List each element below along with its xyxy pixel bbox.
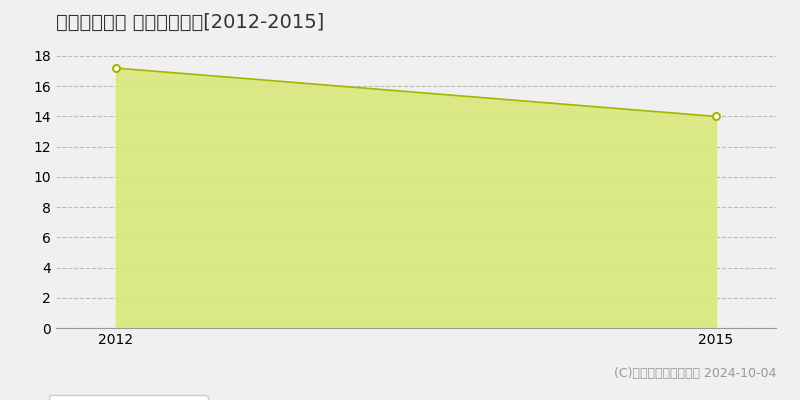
Text: 弘前市徳田町 土地価格推移[2012-2015]: 弘前市徳田町 土地価格推移[2012-2015] [56,13,324,32]
Legend: 土地価格 平均坪単価(万円/坪): 土地価格 平均坪単価(万円/坪) [49,395,208,400]
Text: (C)土地価格ドットコム 2024-10-04: (C)土地価格ドットコム 2024-10-04 [614,367,776,380]
